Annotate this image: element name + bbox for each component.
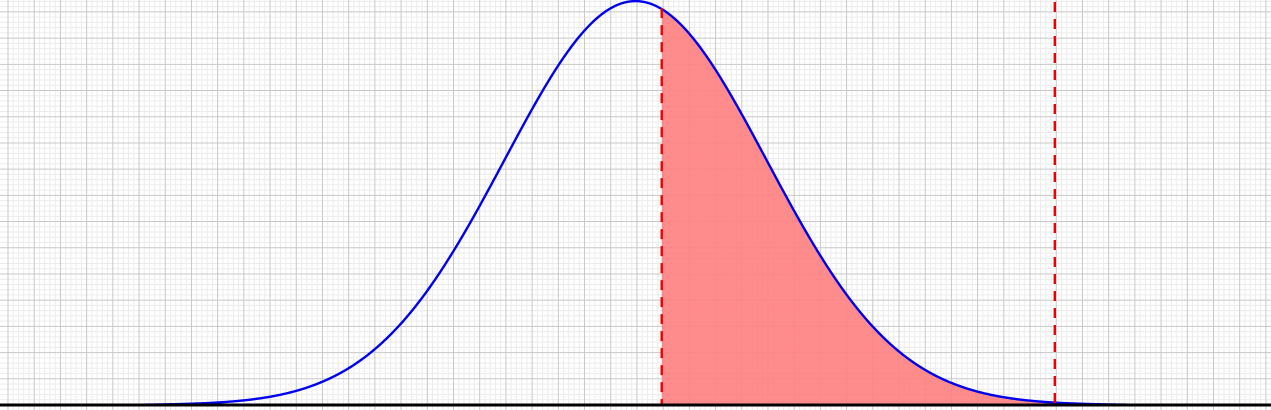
shaded-area-region (661, 9, 1055, 405)
